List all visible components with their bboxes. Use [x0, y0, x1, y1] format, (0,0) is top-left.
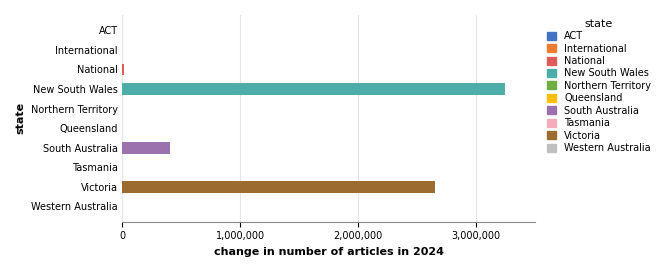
Bar [123, 181, 435, 193]
Bar [123, 83, 505, 95]
Legend: ACT, International, National, New South Wales, Northern Territory, Queensland, S: ACT, International, National, New South … [543, 16, 654, 156]
Bar [123, 64, 124, 75]
Bar [123, 142, 170, 154]
X-axis label: change in number of articles in 2024: change in number of articles in 2024 [214, 247, 444, 257]
Y-axis label: state: state [15, 102, 25, 134]
